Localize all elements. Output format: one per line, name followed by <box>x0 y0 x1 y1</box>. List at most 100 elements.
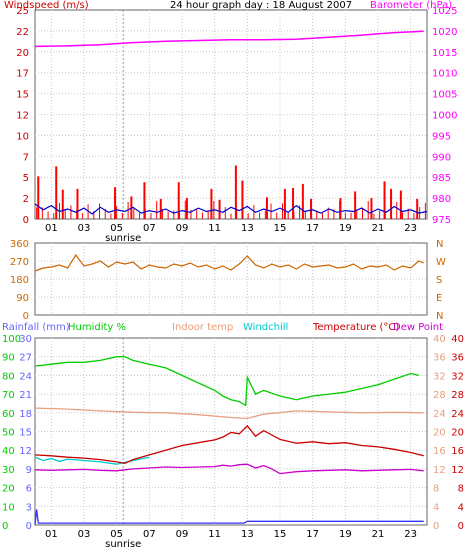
windspeed-gust-bar <box>265 197 268 219</box>
humidity-tick-label: 10 <box>2 502 15 513</box>
barometer-tick-label: 1025 <box>432 6 457 17</box>
windchill-line <box>34 456 150 465</box>
temperature-tick-label: 24 <box>451 409 464 420</box>
barometer-tick-label: 1010 <box>432 69 457 80</box>
wind-x-tick-label: 15 <box>274 223 287 234</box>
barometer-tick-label: 995 <box>432 131 451 142</box>
rainfall-tick-label: 3 <box>26 502 32 513</box>
temp-x-tick-label: 21 <box>372 529 385 540</box>
temperature-axis-label: Temperature (°C) <box>312 322 399 333</box>
wind-x-tick-label: 07 <box>143 223 156 234</box>
barometer-tick-label: 1005 <box>432 90 457 101</box>
temperature-tick-label: 4 <box>458 502 464 513</box>
dew-point-line <box>34 463 424 475</box>
windspeed-gust-bar <box>185 198 188 219</box>
indoor-temp-tick-label: 0 <box>433 521 439 532</box>
temp-x-tick-label: 11 <box>208 529 221 540</box>
barometer-tick-label: 1000 <box>432 111 457 122</box>
graph-title: 24 hour graph day : 18 August 2007 <box>170 0 352 11</box>
direction-tick-label: 0 <box>23 311 29 322</box>
barometer-tick-label: 990 <box>432 152 451 163</box>
windspeed-gust-bar <box>241 180 244 219</box>
temp-x-tick-label: 01 <box>45 529 58 540</box>
humidity-tick-label: 60 <box>2 409 15 420</box>
windspeed-gust-bar <box>370 198 373 219</box>
rainfall-tick-label: 15 <box>19 428 32 439</box>
windspeed-gust-bar <box>383 181 386 219</box>
wind-x-tick-label: 11 <box>208 223 221 234</box>
windspeed-gust-bar <box>210 188 213 219</box>
temp-sunrise-label: sunrise <box>105 539 141 550</box>
windspeed-tick-label: 12 <box>16 111 29 122</box>
rainfall-tick-label: 6 <box>26 484 32 495</box>
humidity-tick-label: 70 <box>2 390 15 401</box>
windspeed-gust-bar <box>292 188 295 219</box>
barometer-line <box>34 30 424 48</box>
temp-x-tick-label: 17 <box>306 529 319 540</box>
windspeed-gust-bar <box>390 188 393 219</box>
direction-tick-label: 180 <box>10 275 29 286</box>
wind-x-tick-label: 05 <box>110 223 123 234</box>
indoor-temp-tick-label: 28 <box>433 390 446 401</box>
windspeed-gust-bar <box>37 176 40 219</box>
indoor-temp-label: Indoor temp <box>172 322 233 333</box>
indoor-temp-tick-label: 36 <box>433 353 446 364</box>
barometer-tick-label: 1020 <box>432 27 457 38</box>
windspeed-tick-label: 17 <box>16 69 29 80</box>
barometer-tick-label: 980 <box>432 194 451 205</box>
wind-x-tick-label: 01 <box>45 223 58 234</box>
compass-tick-label: E <box>436 293 442 304</box>
wind-x-tick-label: 17 <box>306 223 319 234</box>
windspeed-gust-bar <box>218 199 221 219</box>
humidity-tick-label: 20 <box>2 484 15 495</box>
windspeed-tick-label: 25 <box>16 6 29 17</box>
windspeed-gust-bar <box>55 166 58 219</box>
windspeed-tick-label: 2 <box>23 194 29 205</box>
windspeed-gust-bar <box>339 198 342 219</box>
temp-x-tick-label: 05 <box>110 529 123 540</box>
humidity-tick-label: 90 <box>2 353 15 364</box>
windspeed-gust-bar <box>416 198 419 219</box>
direction-tick-label: 270 <box>10 257 29 268</box>
humidity-tick-label: 80 <box>2 371 15 382</box>
temp-x-tick-label: 19 <box>339 529 352 540</box>
indoor-temp-tick-label: 12 <box>433 465 446 476</box>
wind-x-tick-label: 09 <box>176 223 189 234</box>
rainfall-line <box>34 509 424 526</box>
temperature-tick-label: 32 <box>451 371 464 382</box>
wind-x-tick-label: 21 <box>372 223 385 234</box>
windspeed-tick-label: 0 <box>23 215 29 226</box>
windspeed-gust-bar <box>177 182 180 219</box>
windchill-label: Windchill <box>243 322 288 333</box>
rainfall-tick-label: 21 <box>19 390 32 401</box>
wind-barometer-panel: sunrise Windspeed (m/s) 24 hour graph day … <box>4 0 457 244</box>
barometer-tick-label: 1015 <box>432 48 457 59</box>
indoor-temp-tick-label: 40 <box>433 334 446 345</box>
wind-x-tick-label: 19 <box>339 223 352 234</box>
windspeed-gust-bar <box>301 183 304 219</box>
barometer-axis-label: Barometer (hPa) <box>370 0 452 11</box>
indoor-temp-tick-label: 16 <box>433 446 446 457</box>
indoor-temp-tick-label: 24 <box>433 409 446 420</box>
rainfall-tick-label: 24 <box>19 371 32 382</box>
dew-point-label: Dew Point <box>393 322 443 333</box>
temperature-tick-label: 28 <box>451 390 464 401</box>
rainfall-tick-label: 30 <box>19 334 32 345</box>
windspeed-axis-label: Windspeed (m/s) <box>4 0 89 11</box>
barometer-tick-label: 975 <box>432 215 451 226</box>
rainfall-tick-label: 18 <box>19 409 32 420</box>
windspeed-tick-label: 5 <box>23 173 29 184</box>
rainfall-axis-label: Rainfall (mm) <box>2 322 70 333</box>
temp-x-tick-label: 15 <box>274 529 287 540</box>
wind-x-tick-label: 03 <box>78 223 91 234</box>
temperature-tick-label: 16 <box>451 446 464 457</box>
compass-tick-label: N <box>436 311 443 322</box>
humidity-tick-label: 50 <box>2 428 15 439</box>
windspeed-gust-bar <box>114 187 117 219</box>
windspeed-gust-bar <box>234 165 237 219</box>
compass-tick-label: S <box>436 275 442 286</box>
barometer-tick-label: 985 <box>432 173 451 184</box>
wind-x-tick-label: 23 <box>404 223 417 234</box>
